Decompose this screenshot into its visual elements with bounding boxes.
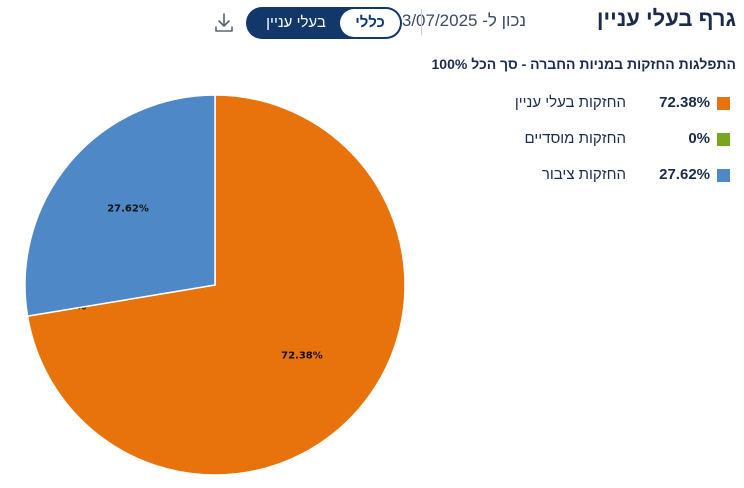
toggle-stakeholders-option[interactable]: בעלי עניין [266, 14, 326, 31]
view-toggle[interactable]: כללי בעלי עניין [246, 7, 402, 39]
legend-item-public[interactable]: 27.62% החזקות ציבור [490, 164, 730, 200]
pie-slice-2[interactable] [24, 94, 216, 317]
legend-swatch [717, 133, 730, 146]
as-of-date: נכון ל- 13/07/2025 [392, 11, 526, 30]
legend-swatch [717, 169, 730, 182]
pie-chart: 72.38%0.00%27.62% [24, 94, 406, 476]
legend-label: החזקות מוסדיים [524, 130, 626, 147]
legend-label: החזקות בעלי עניין [514, 94, 626, 111]
toggle-general-option[interactable]: כללי [340, 9, 400, 37]
chart-title: התפלגות החזקות במניות החברה - סך הכל 100… [431, 56, 736, 72]
page-title: גרף בעלי עניין [596, 6, 736, 31]
slice-label-0: 72.38% [281, 351, 323, 362]
legend-value: 27.62% [659, 166, 710, 183]
download-icon[interactable] [212, 11, 236, 35]
legend-label: החזקות ציבור [541, 166, 626, 183]
legend-value: 0% [688, 130, 710, 147]
legend-item-institutional[interactable]: 0% החזקות מוסדיים [490, 128, 730, 164]
legend-value: 72.38% [659, 94, 710, 111]
legend-swatch [717, 97, 730, 110]
legend-item-stakeholders[interactable]: 72.38% החזקות בעלי עניין [490, 92, 730, 128]
slice-label-2: 27.62% [107, 203, 149, 214]
chart-legend: 72.38% החזקות בעלי עניין 0% החזקות מוסדי… [490, 92, 730, 200]
chart-header: גרף בעלי עניין נכון ל- 13/07/2025 כללי ב… [0, 0, 744, 46]
header-divider [421, 9, 422, 35]
pie-slice-0[interactable] [26, 94, 406, 476]
